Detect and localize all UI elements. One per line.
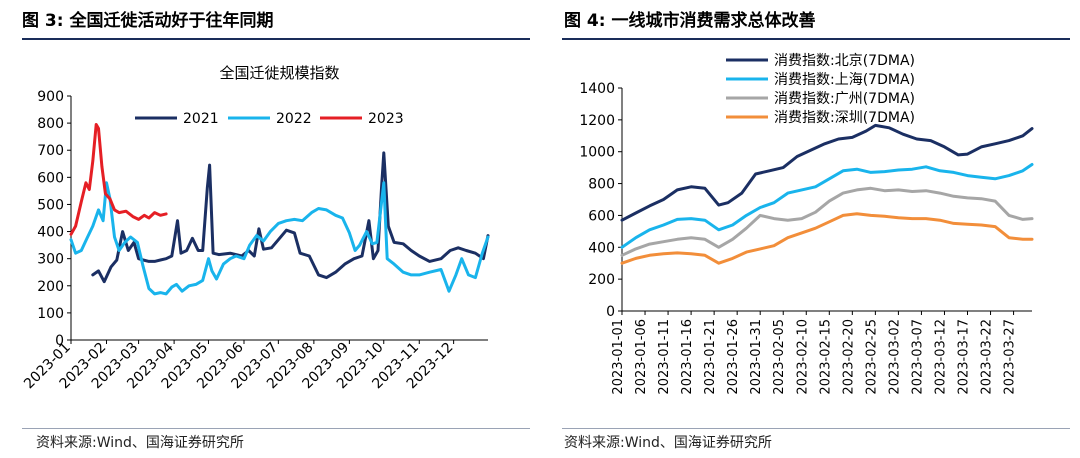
x-tick-label: 2023-01-01 [611, 319, 626, 395]
x-tick-label: 2023-02-05 [772, 319, 787, 395]
series-line-2 [620, 186, 1034, 257]
x-tick-label: 2023-03-07 [910, 319, 925, 395]
figure-4-title: 图 4: 一线城市消费需求总体改善 [564, 11, 816, 31]
legend-label: 消费指数:深圳(7DMA) [774, 110, 915, 126]
y-tick-label: 1000 [579, 145, 615, 161]
figure-3-source: 资料来源:Wind、国海证券研究所 [36, 435, 244, 451]
series-line-1 [69, 181, 490, 296]
y-tick-label: 600 [37, 170, 64, 186]
y-tick-label: 600 [588, 208, 615, 224]
x-tick-label: 2023-02-15 [818, 319, 833, 395]
source-rule [562, 428, 1070, 429]
y-tick-label: 0 [55, 333, 64, 349]
series-line-0 [91, 151, 490, 284]
y-tick-label: 100 [37, 306, 64, 322]
y-tick-label: 700 [37, 143, 64, 159]
x-tick-label: 2023-03-27 [1003, 319, 1018, 395]
y-tick-label: 1200 [579, 113, 615, 129]
legend-label: 2022 [276, 111, 312, 127]
y-tick-label: 0 [606, 304, 615, 320]
x-tick-label: 2023-01-21 [703, 319, 718, 395]
chart-title: 全国迁徙规模指数 [219, 64, 339, 82]
y-tick-label: 500 [37, 197, 64, 213]
y-tick-label: 400 [588, 240, 615, 256]
legend-label: 消费指数:上海(7DMA) [774, 72, 915, 88]
series-line-0 [620, 123, 1034, 222]
x-tick-label: 2023-02-10 [795, 319, 810, 395]
series-line-2 [69, 123, 168, 236]
x-tick-label: 2023-03-17 [957, 319, 972, 395]
x-tick-label: 2023-03-22 [980, 319, 995, 395]
legend-label: 消费指数:北京(7DMA) [774, 53, 915, 69]
x-tick-label: 2023-01-26 [726, 319, 741, 395]
x-tick-label: 2023-02-25 [864, 319, 879, 395]
x-tick-label: 2023-03-02 [887, 319, 902, 395]
legend-label: 2023 [368, 111, 404, 127]
series-line-1 [620, 163, 1034, 249]
source-rule [22, 428, 530, 429]
x-tick-label: 2023-01-16 [680, 319, 695, 395]
title-rule [562, 38, 1070, 40]
consumption-index-chart: 0 200 400 600 800 1000 1200 1400 2023-01-01 2023-… [579, 53, 1034, 395]
legend-label: 2021 [183, 111, 219, 127]
series-line-3 [620, 212, 1034, 265]
x-tick-label: 2023-01-31 [749, 319, 764, 395]
x-tick-label: 2023-01-06 [634, 319, 649, 395]
y-tick-label: 400 [37, 225, 64, 241]
y-tick-label: 200 [588, 272, 615, 288]
migration-index-chart: 全国迁徙规模指数 0 100 200 300 400 500 600 700 800 900 2023… [21, 64, 490, 392]
y-tick-label: 800 [37, 116, 64, 132]
title-rule [22, 38, 530, 40]
y-tick-label: 300 [37, 252, 64, 268]
figure-4-source: 资料来源:Wind、国海证券研究所 [564, 435, 772, 451]
left-panel: 图 3: 全国迁徙活动好于往年同期 全国迁徙规模指数 0 100 200 300 400 5… [21, 11, 530, 451]
x-tick-label: 2023-01-11 [657, 319, 672, 395]
y-tick-label: 1400 [579, 81, 615, 97]
y-tick-label: 900 [37, 89, 64, 105]
right-panel: 图 4: 一线城市消费需求总体改善 0 200 400 600 800 1000 1200 1… [540, 0, 1080, 458]
legend-label: 消费指数:广州(7DMA) [774, 91, 915, 107]
x-tick-label: 2023-02-20 [841, 319, 856, 395]
x-tick-label: 2023-03-12 [933, 319, 948, 395]
y-tick-label: 200 [37, 279, 64, 295]
figure-3-title: 图 3: 全国迁徙活动好于往年同期 [22, 11, 274, 31]
y-tick-label: 800 [588, 177, 615, 193]
